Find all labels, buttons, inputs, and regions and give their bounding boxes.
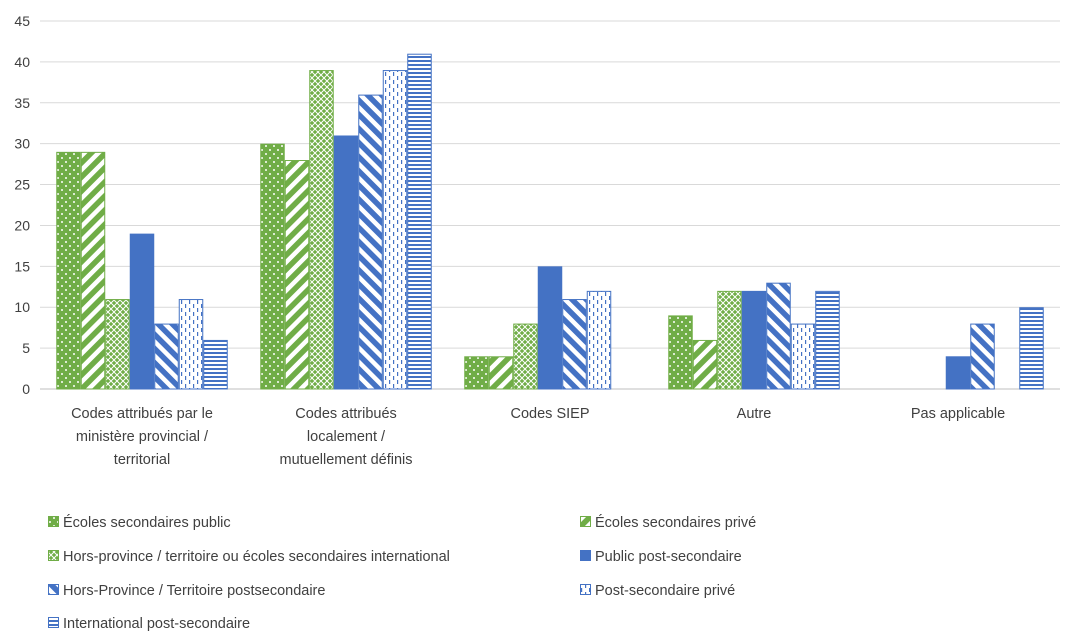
bar [382, 70, 408, 390]
legend-swatch [580, 584, 591, 595]
x-category-label: Codes attribués [295, 406, 397, 422]
y-tick-label: 30 [14, 136, 30, 152]
bar [260, 143, 285, 390]
bar [358, 94, 383, 390]
bar [692, 339, 718, 390]
bar [80, 151, 106, 390]
legend: Écoles secondaires public Écoles secondai… [48, 514, 756, 632]
bar [203, 339, 228, 390]
bar [407, 53, 432, 390]
bar [56, 151, 81, 390]
legend-swatch [48, 516, 59, 527]
bar [464, 356, 489, 390]
bars [56, 53, 1044, 390]
bar [488, 356, 514, 390]
x-category-label: Pas applicable [911, 406, 1005, 422]
y-tick-label: 40 [14, 54, 30, 70]
legend-swatch [580, 516, 591, 527]
y-axis-tick-labels: 0 5 10 15 20 25 30 35 40 45 [14, 13, 30, 397]
bar [790, 323, 816, 390]
bar [154, 323, 179, 390]
legend-label: Écoles secondaires privé [595, 514, 756, 531]
bar [309, 70, 334, 390]
legend-swatch [48, 584, 59, 595]
y-tick-label: 5 [22, 340, 30, 356]
x-category-label: territorial [114, 452, 170, 468]
bar [1019, 307, 1044, 390]
bar [129, 233, 155, 390]
bar [741, 290, 767, 390]
bar [562, 299, 587, 390]
legend-label: Post-secondaire privé [595, 583, 735, 599]
y-tick-label: 45 [14, 13, 30, 29]
x-category-label: localement / [307, 429, 386, 445]
legend-label: Public post-secondaire [595, 549, 742, 565]
x-category-label: mutuellement définis [280, 452, 413, 468]
legend-swatch [580, 550, 591, 561]
x-axis-category-labels: Codes attribués par le ministère provinci… [71, 406, 1005, 468]
bar [766, 282, 791, 390]
bar [717, 290, 742, 390]
y-tick-label: 10 [14, 299, 30, 315]
bar [815, 290, 840, 390]
y-tick-label: 20 [14, 217, 30, 233]
bar [945, 356, 971, 390]
bar [586, 290, 612, 390]
legend-swatch [48, 617, 59, 628]
legend-swatch [48, 550, 59, 561]
y-tick-label: 0 [22, 381, 30, 397]
x-category-label: Codes attribués par le [71, 406, 213, 422]
bar [178, 299, 204, 390]
x-category-label: Codes SIEP [511, 406, 590, 422]
bar [668, 315, 693, 390]
bar [105, 299, 130, 390]
bar [537, 266, 563, 390]
legend-label: Écoles secondaires public [63, 514, 231, 531]
y-tick-label: 15 [14, 258, 30, 274]
bar [333, 135, 359, 390]
bar [970, 323, 995, 390]
bar [284, 160, 310, 390]
x-category-label: Autre [737, 406, 772, 422]
legend-label: Hors-province / territoire ou écoles sec… [63, 549, 450, 565]
x-category-label: ministère provincial / [76, 429, 209, 445]
y-tick-label: 35 [14, 95, 30, 111]
y-tick-label: 25 [14, 177, 30, 193]
legend-label: International post-secondaire [63, 616, 250, 632]
legend-label: Hors-Province / Territoire postsecondair… [63, 583, 325, 599]
bar [513, 323, 538, 390]
